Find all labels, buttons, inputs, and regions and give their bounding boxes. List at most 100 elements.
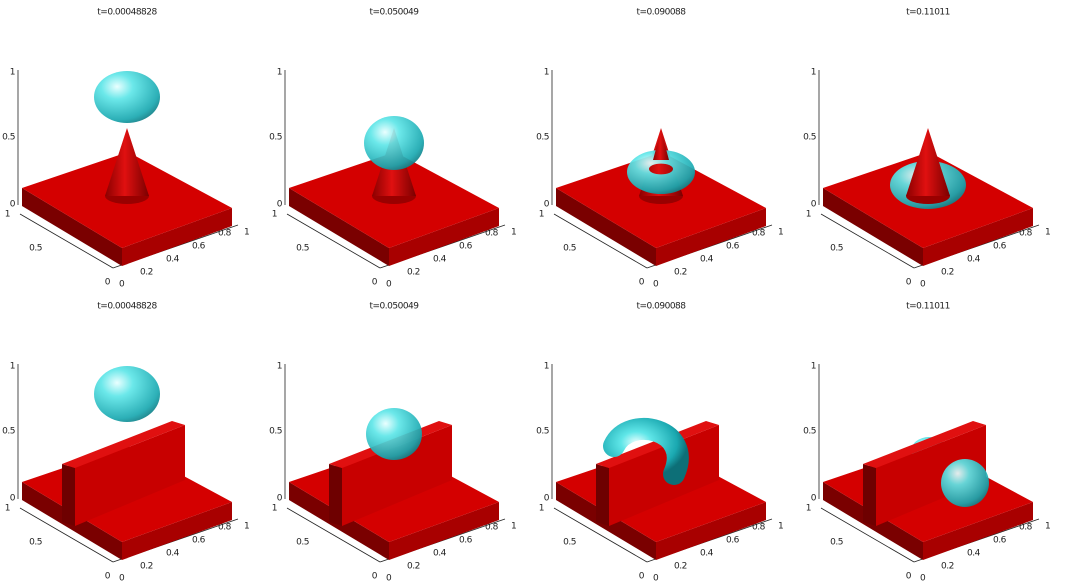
y-tick-label: 0.5 [29,244,42,254]
platform-side [122,208,232,266]
x-tick-label: 0.4 [433,549,447,559]
platform-side [22,188,122,266]
z-tick-label: 0 [10,200,16,210]
x-tick-label: 0.8 [752,523,766,533]
panel-title: t=0.11011 [906,302,950,312]
y-tick-label: 0.5 [29,538,42,548]
z-tick-label: 0.5 [2,133,15,143]
x-tick-label: 0 [920,280,926,290]
platform-side [556,188,656,266]
y-tick-label: 1 [806,210,811,220]
y-tick-label: 0.5 [563,538,576,548]
platform-side [656,502,766,560]
x-tick-label: 0.2 [407,268,420,278]
platform-side [656,208,766,266]
y-tick-label: 0.5 [830,538,843,548]
z-tick-label: 0 [544,494,550,504]
x-tick-label: 0.2 [407,562,420,572]
z-tick-label: 0 [811,200,817,210]
y-tick-label: 0.5 [563,244,576,254]
z-tick-label: 0.5 [536,133,549,143]
panel-title: t=0.090088 [636,302,686,312]
y-axis [553,213,648,269]
panel-title: t=0.090088 [636,8,686,18]
x-tick-label: 0.6 [459,242,473,252]
x-tick-label: 0.8 [485,523,499,533]
y-tick-label: 1 [5,210,10,220]
z-tick-label: 0 [277,200,283,210]
y-axis [286,213,381,269]
x-tick-label: 0.6 [459,536,473,546]
x-tick-label: 1 [244,228,249,238]
y-tick-label: 0 [105,572,111,582]
x-tick-label: 0 [386,574,392,584]
z-tick-label: 1 [277,362,282,372]
panel-title: t=0.11011 [906,8,950,18]
y-tick-label: 1 [272,504,277,514]
z-tick-label: 1 [811,68,816,78]
platform-side [289,188,389,266]
z-tick-label: 1 [544,362,549,372]
y-tick-label: 0 [372,572,378,582]
x-tick-label: 0.6 [726,242,740,252]
z-tick-label: 0 [811,494,817,504]
wall-face [75,425,185,526]
panel-title: t=0.00048828 [97,8,157,18]
z-tick-label: 1 [811,362,816,372]
x-tick-label: 0 [653,574,659,584]
x-tick-label: 1 [511,228,516,238]
x-tick-label: 0 [119,574,125,584]
x-tick-label: 0.4 [700,255,714,265]
z-tick-label: 1 [544,68,549,78]
cone-tip [653,130,669,160]
x-tick-label: 0.2 [941,268,954,278]
cone [906,128,950,196]
x-tick-label: 0.2 [140,268,153,278]
x-tick-label: 1 [1045,228,1050,238]
x-tick-label: 0.6 [726,536,740,546]
y-tick-label: 1 [5,504,10,514]
wall-end [863,464,876,526]
x-tick-label: 0.2 [140,562,153,572]
x-tick-label: 0.8 [1019,523,1033,533]
z-tick-label: 0.5 [803,133,816,143]
panel-title: t=0.050049 [369,8,419,18]
x-tick-label: 1 [511,522,516,532]
z-tick-label: 0.5 [536,427,549,437]
droplet [366,408,422,460]
x-tick-label: 0.6 [993,536,1007,546]
platform-side [389,502,499,560]
y-tick-label: 0 [639,278,645,288]
droplet [364,116,424,170]
x-tick-label: 0.4 [967,255,981,265]
x-tick-label: 0.4 [700,549,714,559]
platform-side [923,502,1033,560]
y-axis [19,213,114,269]
y-axis [553,507,648,563]
z-tick-label: 1 [10,362,15,372]
y-axis [820,507,915,563]
platform-side [122,502,232,560]
x-tick-label: 0.8 [485,229,499,239]
y-tick-label: 0.5 [830,244,843,254]
x-tick-label: 0.4 [166,255,180,265]
wall-end [596,464,609,526]
x-tick-label: 0 [386,280,392,290]
x-tick-label: 0.6 [192,242,206,252]
wall-face [876,425,986,526]
z-tick-label: 0.5 [2,427,15,437]
x-tick-label: 0.8 [1019,229,1033,239]
x-tick-label: 0.8 [218,229,232,239]
wall-top [596,421,719,468]
droplet [941,459,989,507]
y-tick-label: 1 [539,210,544,220]
z-tick-label: 0.5 [269,427,282,437]
